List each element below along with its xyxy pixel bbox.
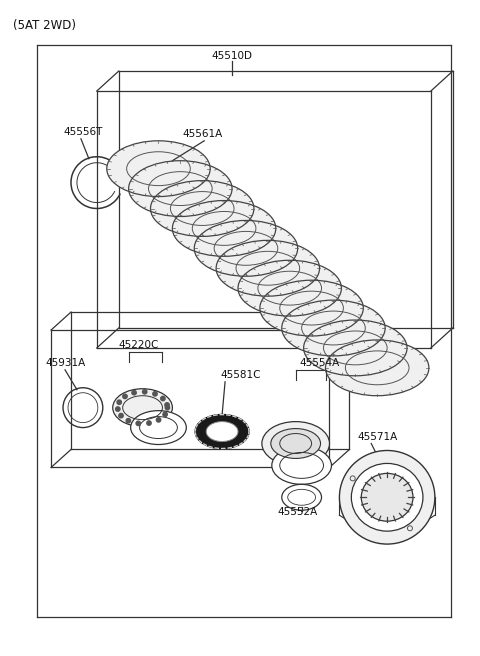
Ellipse shape [351,463,423,531]
Circle shape [117,400,121,404]
Text: 45561A: 45561A [182,129,223,139]
Circle shape [119,413,123,418]
Ellipse shape [206,422,238,441]
Text: (5AT 2WD): (5AT 2WD) [13,19,76,32]
Circle shape [116,407,120,411]
Ellipse shape [260,280,363,336]
Text: 45571A: 45571A [357,432,397,441]
Ellipse shape [195,415,249,449]
Circle shape [156,418,161,422]
Ellipse shape [262,422,329,465]
Ellipse shape [129,161,232,216]
Circle shape [165,403,169,407]
Circle shape [136,421,141,426]
Ellipse shape [304,320,407,376]
Ellipse shape [216,240,320,296]
Ellipse shape [282,300,385,356]
Text: 45510D: 45510D [212,51,252,61]
Text: 45581C: 45581C [220,370,261,380]
Ellipse shape [113,389,172,426]
Text: 45931A: 45931A [45,358,85,368]
Text: 45556T: 45556T [63,127,102,137]
Ellipse shape [339,451,435,544]
Ellipse shape [361,474,413,521]
Circle shape [153,392,157,396]
Ellipse shape [151,180,254,236]
Ellipse shape [271,428,321,459]
Text: 45552A: 45552A [277,507,318,517]
Ellipse shape [107,141,210,197]
Text: 45220C: 45220C [119,340,159,350]
Ellipse shape [131,411,186,445]
Circle shape [123,394,127,399]
Circle shape [143,390,147,394]
Ellipse shape [325,340,429,396]
Ellipse shape [272,447,332,484]
Circle shape [147,421,151,425]
Ellipse shape [194,220,298,276]
Ellipse shape [238,260,341,316]
Circle shape [126,419,131,423]
Circle shape [132,390,136,395]
Circle shape [163,412,168,417]
Circle shape [165,405,169,410]
Ellipse shape [172,201,276,256]
Circle shape [161,396,165,401]
Text: 45554A: 45554A [300,358,340,368]
